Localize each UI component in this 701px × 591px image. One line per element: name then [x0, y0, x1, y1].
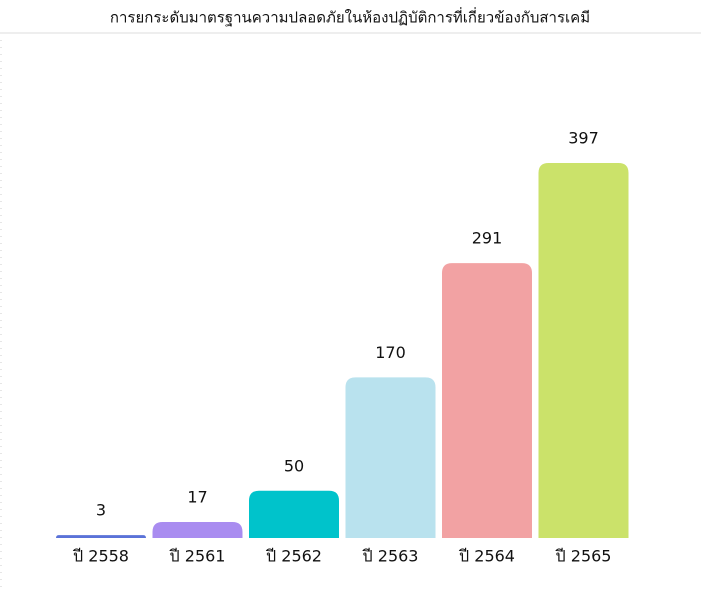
- value-label: 17: [187, 487, 207, 506]
- x-tick-label: ปี 2562: [266, 547, 322, 566]
- x-tick-label: ปี 2563: [362, 547, 418, 566]
- bar: [442, 263, 532, 538]
- value-label: 50: [284, 456, 304, 475]
- x-tick-label: ปี 2561: [169, 547, 225, 566]
- value-label: 170: [375, 343, 406, 362]
- bar: [249, 490, 339, 538]
- x-tick-label: ปี 2564: [459, 547, 515, 566]
- bar: [152, 521, 243, 538]
- value-label: 3: [96, 501, 106, 520]
- bar: [345, 377, 436, 538]
- chart-title: การยกระดับมาตรฐานความปลอดภัยในห้องปฏิบัต…: [110, 7, 590, 27]
- x-tick-label: ปี 2558: [73, 547, 129, 566]
- bar: [56, 535, 146, 538]
- bar: [538, 163, 629, 538]
- x-tick-label: ปี 2565: [555, 547, 611, 566]
- value-label: 397: [568, 129, 599, 148]
- value-label: 291: [472, 229, 503, 248]
